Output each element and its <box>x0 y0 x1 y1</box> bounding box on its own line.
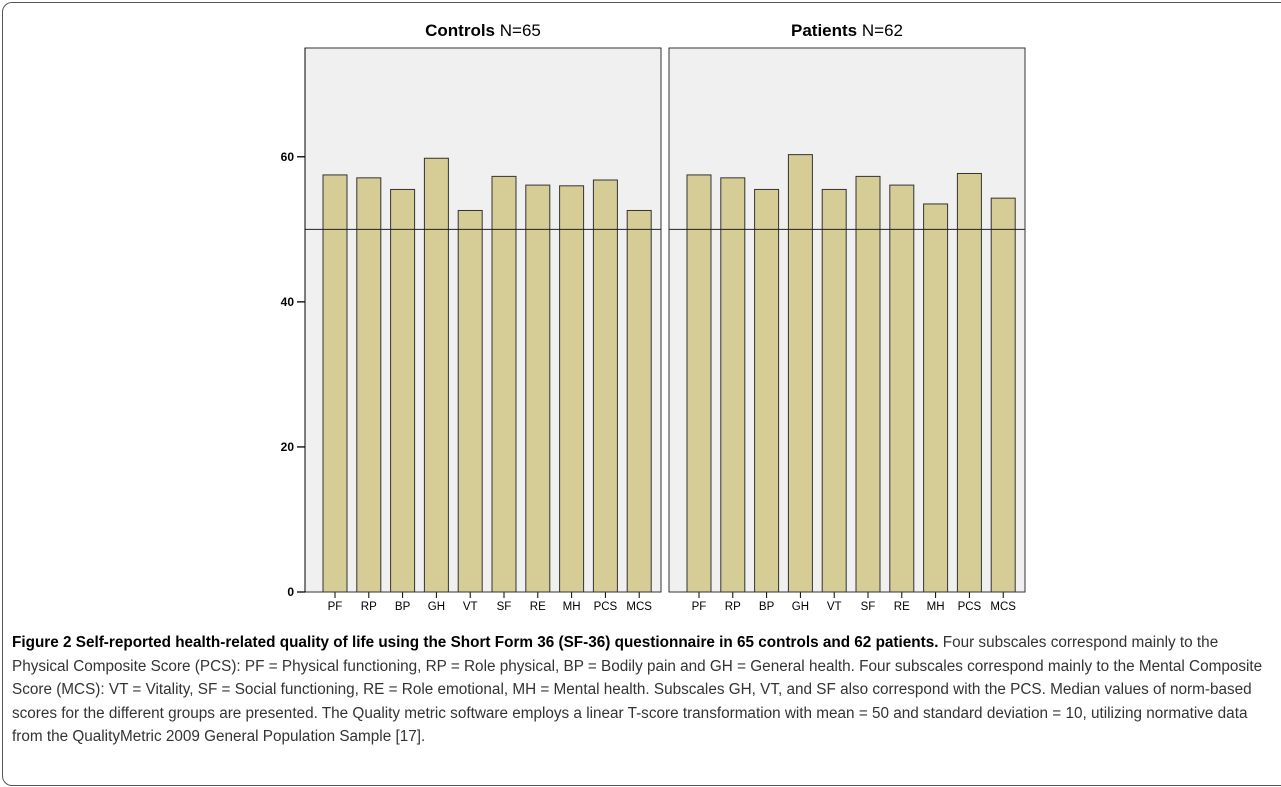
bar-pcs <box>592 179 618 593</box>
panel-patients: Patients N=62 PF RP BP GH VT SF RE MH PCS MCS <box>668 21 1026 613</box>
x-tick-label: MCS <box>626 601 652 613</box>
x-tick-label: RP <box>725 601 741 613</box>
x-tick-label: MH <box>927 601 945 613</box>
bar-rp <box>356 177 382 593</box>
bar-bp <box>390 188 416 593</box>
caption-heading: Figure 2 Self-reported health-related qu… <box>12 634 939 651</box>
x-tick-label: GH <box>428 601 445 613</box>
x-tick-label: PCS <box>958 601 982 613</box>
y-tick-label: 40 <box>281 295 295 309</box>
bar-rp <box>720 177 746 593</box>
panel-border <box>668 47 1026 593</box>
caption-body: Four subscales correspond mainly to the … <box>12 634 1263 745</box>
bar-gh <box>423 157 449 593</box>
bar-bp <box>754 188 780 593</box>
y-axis: 0 20 40 60 <box>281 48 306 599</box>
bar-re <box>889 184 915 593</box>
bar-sf <box>491 175 517 593</box>
bar-mh <box>923 203 949 593</box>
x-tick-label: BP <box>395 601 411 613</box>
bar-vt <box>457 209 483 593</box>
panel-n-label: N=65 <box>495 21 541 40</box>
figure-caption: Figure 2 Self-reported health-related qu… <box>12 631 1267 749</box>
bar-mcs <box>626 209 652 593</box>
x-tick-label: RE <box>530 601 546 613</box>
bar-pf <box>322 174 348 593</box>
bar-mh <box>559 185 585 593</box>
bar-mcs <box>990 197 1016 593</box>
x-tick-label: PF <box>328 601 343 613</box>
y-tick-label: 0 <box>287 585 294 599</box>
x-tick-label: GH <box>792 601 809 613</box>
x-tick-label: MH <box>563 601 581 613</box>
x-tick-label: MCS <box>990 601 1016 613</box>
x-tick-label: SF <box>497 601 512 613</box>
bar-re <box>525 184 551 593</box>
x-tick-label: RE <box>894 601 910 613</box>
panel-group-label: Patients <box>791 21 857 40</box>
x-tick-label: BP <box>759 601 775 613</box>
x-tick-label: VT <box>827 601 842 613</box>
x-tick-label: RP <box>361 601 377 613</box>
x-tick-label: VT <box>463 601 478 613</box>
x-tick-label: PF <box>692 601 707 613</box>
panel-title: Patients N=62 <box>791 21 903 40</box>
y-tick-label: 60 <box>281 150 295 164</box>
y-tick-label: 20 <box>281 440 295 454</box>
bar-sf <box>855 175 881 593</box>
panel-controls: Controls N=65 PF RP BP GH VT SF RE MH PCS MCS <box>304 21 662 613</box>
x-tick-label: PCS <box>594 601 618 613</box>
bar-vt <box>821 188 847 593</box>
x-tick-label: SF <box>861 601 876 613</box>
panel-title: Controls N=65 <box>425 21 541 40</box>
panel-n-label: N=62 <box>857 21 903 40</box>
bar-pf <box>686 174 712 593</box>
panel-group-label: Controls <box>425 21 495 40</box>
bar-pcs <box>956 172 982 593</box>
bar-gh <box>787 154 813 593</box>
